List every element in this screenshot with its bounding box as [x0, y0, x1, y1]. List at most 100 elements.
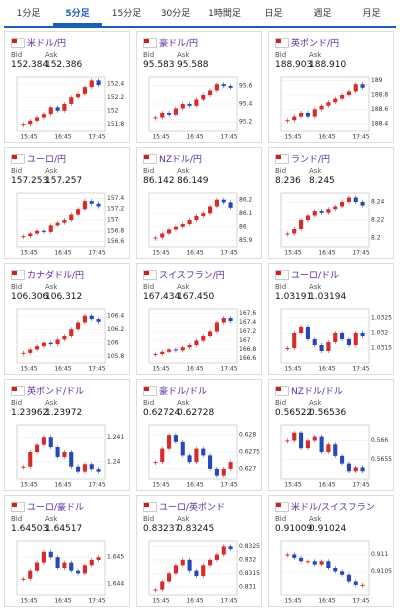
y-tick-label: 1.644: [107, 581, 124, 588]
bid-value: 0.56522: [275, 408, 313, 418]
x-tick-label: 16:45: [186, 598, 203, 605]
candle: [187, 220, 192, 225]
bid-value: 152.384: [11, 60, 49, 70]
ask-label: Ask: [309, 167, 322, 175]
mini-chart: 8.2 8.22 8.24 15:45 16:45 17:45: [280, 192, 385, 257]
pair-title[interactable]: 豪ドル/ドル: [159, 387, 208, 397]
y-tick-label: 166.8: [239, 346, 256, 353]
candle: [346, 91, 351, 95]
rate-panel: ユーロ/ドル Bid Ask 1.03191 1.03194 1.0315 1.032 1.0…: [268, 263, 394, 375]
candle: [292, 333, 297, 348]
candle: [299, 432, 304, 449]
bid-value: 167.434: [143, 292, 181, 302]
candle: [305, 561, 310, 563]
pair-title[interactable]: ユーロ/豪ドル: [27, 503, 85, 513]
pair-title[interactable]: 英ポンド/円: [291, 39, 340, 49]
candle: [340, 333, 345, 339]
candle: [194, 570, 199, 577]
candle: [312, 109, 317, 117]
y-tick-label: 167.2: [239, 328, 256, 335]
x-tick-label: 17:45: [88, 598, 105, 605]
candle: [326, 561, 331, 568]
candle: [346, 339, 351, 345]
x-tick-label: 16:45: [186, 250, 203, 257]
pair-title[interactable]: ユーロ/ドル: [291, 271, 340, 281]
tab[interactable]: 30分足: [160, 9, 191, 19]
rate-panel: スイスフラン/円 Bid Ask 167.434 167.450 166.6 166.8 16…: [136, 263, 262, 375]
x-tick-label: 17:45: [220, 366, 237, 373]
bid-value: 95.583: [143, 60, 175, 70]
flag-icon: [11, 154, 25, 164]
candle: [208, 455, 213, 469]
tab[interactable]: 1分足: [16, 9, 41, 19]
x-tick-label: 17:45: [88, 134, 105, 141]
candle: [167, 573, 172, 582]
x-tick-label: 17:45: [352, 250, 369, 257]
pair-title[interactable]: NZドル/円: [159, 155, 202, 165]
tab[interactable]: 月足: [362, 9, 381, 19]
tab[interactable]: 1時間足: [208, 9, 241, 19]
y-tick-label: 106.4: [107, 312, 124, 319]
candle: [292, 432, 297, 441]
x-tick-label: 15:45: [20, 250, 37, 257]
flag-part: [12, 155, 17, 159]
candle: [96, 469, 101, 472]
bid-value: 0.62724: [143, 408, 181, 418]
y-tick-label: 0.831: [239, 583, 256, 590]
candle: [173, 565, 178, 574]
pair-title[interactable]: 豪ドル/円: [159, 39, 199, 49]
pair-title[interactable]: ユーロ/円: [27, 155, 67, 165]
candle: [353, 581, 358, 585]
pair-title[interactable]: ランド/円: [291, 155, 331, 165]
pair-title[interactable]: NZドル/ドル: [291, 387, 343, 397]
candle: [346, 197, 351, 202]
pair-title[interactable]: カナダドル/円: [27, 271, 85, 281]
candle: [299, 327, 304, 333]
ask-value: 152.386: [45, 60, 83, 70]
flag-part: [12, 503, 17, 507]
pair-title[interactable]: 英ポンド/ドル: [27, 387, 85, 397]
tab[interactable]: 5分足: [53, 2, 102, 26]
candle: [319, 561, 324, 565]
candle: [299, 557, 304, 562]
tab[interactable]: 日足: [264, 9, 283, 19]
candle: [41, 551, 46, 563]
flag-icon: [275, 270, 289, 280]
flag-icon: [11, 38, 25, 48]
rate-panel: 米ドル/円 Bid Ask 152.384 152.386 151.8 152 152.2 15…: [4, 31, 130, 143]
candle: [167, 229, 172, 234]
tab[interactable]: 15分足: [111, 9, 142, 19]
tab[interactable]: 週足: [313, 9, 332, 19]
candle: [305, 215, 310, 220]
pair-title[interactable]: 米ドル/円: [27, 39, 67, 49]
candle: [69, 97, 74, 104]
y-tick-label: 0.627: [239, 465, 256, 472]
mini-chart: 95.2 95.4 95.6 15:45 16:45 17:45: [148, 76, 253, 141]
flag-part: [276, 387, 281, 391]
candle: [35, 444, 40, 452]
candle: [333, 444, 338, 456]
pair-title[interactable]: 米ドル/スイスフラン: [291, 503, 375, 513]
candle: [69, 452, 74, 467]
candle: [21, 236, 26, 238]
bid-value: 106.306: [11, 292, 49, 302]
ask-label: Ask: [45, 399, 58, 407]
candle: [76, 570, 81, 574]
candle: [360, 202, 365, 206]
pair-title[interactable]: スイスフラン/円: [159, 271, 225, 281]
bid-value: 157.253: [11, 176, 49, 186]
candle: [360, 584, 365, 586]
candle: [305, 327, 310, 339]
candle: [285, 233, 290, 235]
x-tick-label: 16:45: [318, 366, 335, 373]
y-tick-label: 189: [371, 77, 383, 84]
pair-title[interactable]: ユーロ/英ポンド: [159, 503, 226, 513]
mini-chart: 1.24 1.241 15:45 16:45 17:45: [16, 424, 124, 489]
y-tick-label: 0.566: [371, 437, 388, 444]
candle: [48, 225, 53, 232]
x-tick-label: 15:45: [20, 366, 37, 373]
candle: [346, 574, 351, 582]
ask-label: Ask: [309, 515, 322, 523]
x-tick-label: 15:45: [284, 598, 301, 605]
flag-icon: [275, 502, 289, 512]
